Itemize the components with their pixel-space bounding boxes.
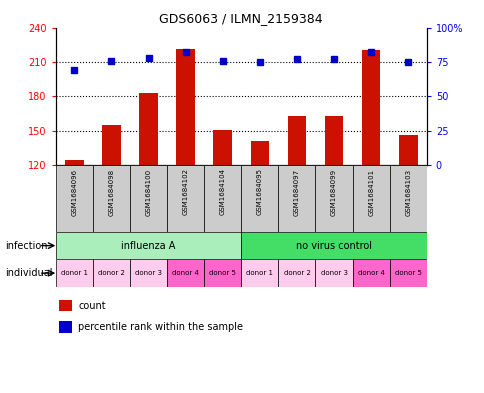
Bar	[60, 321, 72, 333]
Title: GDS6063 / ILMN_2159384: GDS6063 / ILMN_2159384	[159, 12, 322, 25]
Bar	[250, 141, 269, 165]
Text: donor 5: donor 5	[394, 270, 421, 276]
Text: donor 5: donor 5	[209, 270, 236, 276]
Text: GSM1684099: GSM1684099	[331, 168, 336, 215]
Bar	[241, 232, 426, 259]
Bar	[389, 259, 426, 287]
Text: infection: infection	[5, 241, 47, 251]
Text: donor 4: donor 4	[172, 270, 198, 276]
Text: GSM1684102: GSM1684102	[182, 168, 188, 215]
Text: GSM1684103: GSM1684103	[405, 168, 410, 215]
Text: influenza A: influenza A	[121, 241, 175, 251]
Bar	[176, 49, 195, 165]
Text: individual: individual	[5, 268, 52, 278]
Bar	[352, 165, 389, 232]
Bar	[324, 116, 343, 165]
Text: donor 2: donor 2	[98, 270, 124, 276]
Bar	[278, 165, 315, 232]
Bar	[352, 259, 389, 287]
Text: GSM1684098: GSM1684098	[108, 168, 114, 215]
Bar	[204, 165, 241, 232]
Bar	[241, 165, 278, 232]
Bar	[93, 259, 130, 287]
Text: donor 2: donor 2	[283, 270, 310, 276]
Bar	[315, 259, 352, 287]
Text: GSM1684096: GSM1684096	[71, 168, 77, 215]
Text: count: count	[78, 301, 106, 310]
Bar	[93, 165, 130, 232]
Bar	[166, 165, 204, 232]
Bar	[139, 93, 157, 165]
Bar	[130, 165, 166, 232]
Text: GSM1684100: GSM1684100	[145, 168, 151, 215]
Bar	[213, 130, 231, 165]
Text: donor 3: donor 3	[320, 270, 347, 276]
Bar	[65, 160, 83, 165]
Bar	[130, 259, 166, 287]
Bar	[398, 135, 417, 165]
Bar	[315, 165, 352, 232]
Text: donor 1: donor 1	[246, 270, 273, 276]
Bar	[102, 125, 121, 165]
Text: no virus control: no virus control	[295, 241, 371, 251]
Bar	[278, 259, 315, 287]
Bar	[56, 259, 93, 287]
Text: GSM1684095: GSM1684095	[257, 168, 262, 215]
Text: percentile rank within the sample: percentile rank within the sample	[78, 322, 242, 332]
Bar	[56, 165, 93, 232]
Bar	[287, 116, 305, 165]
Text: donor 1: donor 1	[60, 270, 88, 276]
Text: donor 4: donor 4	[357, 270, 384, 276]
Bar	[204, 259, 241, 287]
Text: donor 3: donor 3	[135, 270, 162, 276]
Text: GSM1684104: GSM1684104	[219, 168, 225, 215]
Bar	[60, 300, 72, 311]
Bar	[56, 232, 241, 259]
Bar	[361, 50, 379, 165]
Bar	[241, 259, 278, 287]
Text: GSM1684101: GSM1684101	[367, 168, 373, 215]
Bar	[166, 259, 204, 287]
Text: GSM1684097: GSM1684097	[293, 168, 299, 215]
Bar	[389, 165, 426, 232]
